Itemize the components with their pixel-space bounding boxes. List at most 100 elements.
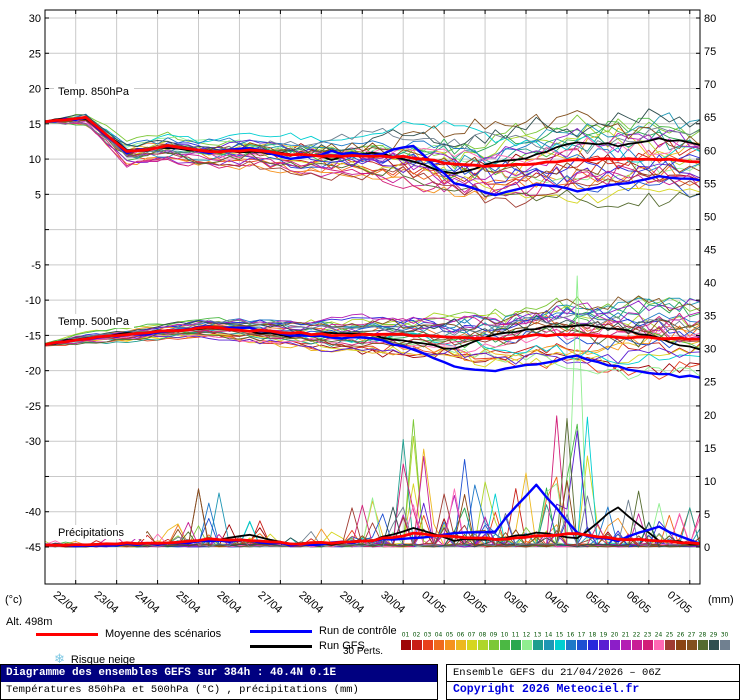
pert-number: 01 bbox=[401, 631, 410, 639]
svg-text:-20: -20 bbox=[25, 366, 41, 378]
panel-labels: Temp. 850hPa Temp. 500hPa Précipitations bbox=[54, 84, 146, 539]
x-axis-date-label: 22/04 bbox=[51, 589, 80, 616]
svg-text:10: 10 bbox=[704, 476, 716, 488]
control-line-sample bbox=[250, 629, 312, 633]
pert-swatch: 26 bbox=[675, 631, 686, 650]
pert-color-square bbox=[631, 640, 642, 650]
svg-text:50: 50 bbox=[704, 211, 716, 223]
snow-risk-label: Risque neige bbox=[70, 654, 136, 666]
x-axis-date-label: 07/05 bbox=[665, 589, 694, 616]
pert-color-square bbox=[444, 640, 455, 650]
svg-text:80: 80 bbox=[704, 13, 716, 25]
pert-number: 08 bbox=[478, 631, 487, 639]
footer: Diagramme des ensembles GEFS sur 384h : … bbox=[0, 664, 740, 700]
snow-risk-row: ❄ Risque neige bbox=[54, 651, 135, 667]
pert-color-square bbox=[697, 640, 708, 650]
pert-color-square bbox=[477, 640, 488, 650]
svg-text:20: 20 bbox=[29, 84, 41, 96]
pert-number: 10 bbox=[500, 631, 509, 639]
pert-number: 02 bbox=[412, 631, 421, 639]
member-line-850 bbox=[44, 108, 701, 155]
pert-color-square bbox=[620, 640, 631, 650]
member-line-500 bbox=[44, 307, 701, 345]
pert-number: 03 bbox=[423, 631, 432, 639]
pert-swatch: 29 bbox=[708, 631, 719, 650]
svg-text:-25: -25 bbox=[25, 401, 41, 413]
mean-line-sample bbox=[36, 632, 98, 636]
pert-color-square bbox=[411, 640, 422, 650]
pert-color-square bbox=[576, 640, 587, 650]
member-line-500 bbox=[44, 314, 701, 345]
pert-color-square bbox=[543, 640, 554, 650]
legend-gfs-label: Run GFS bbox=[319, 640, 365, 652]
pert-number: 17 bbox=[577, 631, 586, 639]
svg-text:30: 30 bbox=[29, 13, 41, 25]
pert-number: 09 bbox=[489, 631, 498, 639]
pert-number: 19 bbox=[599, 631, 608, 639]
pert-swatch: 22 bbox=[631, 631, 642, 650]
pert-swatch: 09 bbox=[488, 631, 499, 650]
member-line-850 bbox=[44, 119, 701, 175]
pert-number: 18 bbox=[588, 631, 597, 639]
pert-swatch: 17 bbox=[576, 631, 587, 650]
pert-swatch: 28 bbox=[697, 631, 708, 650]
pert-number: 22 bbox=[632, 631, 641, 639]
pert-number: 26 bbox=[676, 631, 685, 639]
x-axis-date-label: 30/04 bbox=[378, 589, 407, 616]
legend-mean-label: Moyenne des scénarios bbox=[105, 628, 222, 640]
pert-number: 20 bbox=[610, 631, 619, 639]
member-line-850 bbox=[44, 117, 701, 198]
x-axis-date-label: 26/04 bbox=[215, 589, 244, 616]
pert-swatch: 15 bbox=[554, 631, 565, 650]
pert-number: 06 bbox=[456, 631, 465, 639]
pert-swatch: 06 bbox=[455, 631, 466, 650]
pert-number: 12 bbox=[522, 631, 531, 639]
left-axis-unit: (°c) bbox=[5, 594, 23, 606]
pert-color-square bbox=[510, 640, 521, 650]
member-line-500 bbox=[44, 312, 701, 345]
svg-text:-5: -5 bbox=[31, 260, 41, 272]
copyright: Copyright 2026 Meteociel.fr bbox=[453, 683, 640, 696]
pert-color-square bbox=[719, 640, 730, 650]
svg-text:15: 15 bbox=[29, 119, 41, 131]
legend-mean: Moyenne des scénarios bbox=[36, 628, 221, 640]
svg-text:65: 65 bbox=[704, 112, 716, 124]
pert-color-square bbox=[455, 640, 466, 650]
pert-number: 14 bbox=[544, 631, 553, 639]
x-axis-date-label: 29/04 bbox=[337, 589, 366, 616]
pert-swatch: 01 bbox=[400, 631, 411, 650]
legend-gfs: Run GFS bbox=[250, 640, 365, 652]
svg-text:30: 30 bbox=[704, 344, 716, 356]
pert-color-square bbox=[708, 640, 719, 650]
pert-swatch: 05 bbox=[444, 631, 455, 650]
pert-number: 07 bbox=[467, 631, 476, 639]
x-axis-date-label: 02/05 bbox=[460, 589, 489, 616]
svg-text:15: 15 bbox=[704, 443, 716, 455]
member-line-500 bbox=[44, 333, 701, 358]
pert-color-square bbox=[554, 640, 565, 650]
footer-right-box: Ensemble GEFS du 21/04/2026 – 06Z Copyri… bbox=[446, 664, 740, 700]
svg-text:-30: -30 bbox=[25, 436, 41, 448]
pert-color-square bbox=[598, 640, 609, 650]
pert-color-square bbox=[653, 640, 664, 650]
pert-number: 11 bbox=[511, 631, 520, 639]
svg-text:-15: -15 bbox=[25, 330, 41, 342]
svg-text:25: 25 bbox=[29, 48, 41, 60]
pert-swatch: 23 bbox=[642, 631, 653, 650]
footer-left-box: Diagramme des ensembles GEFS sur 384h : … bbox=[0, 664, 438, 700]
svg-text:5: 5 bbox=[35, 189, 41, 201]
pert-color-square bbox=[609, 640, 620, 650]
pert-color-square bbox=[466, 640, 477, 650]
panel-label: Précipitations bbox=[58, 527, 125, 539]
pert-color-square bbox=[686, 640, 697, 650]
pert-number: 21 bbox=[621, 631, 630, 639]
ensemble-chart: 30 25 20 15 10 5 -5 -10 -15 -20 -25 -30 -40 -45 80 75 70… bbox=[25, 9, 716, 616]
x-axis-date-label: 23/04 bbox=[92, 589, 121, 616]
pert-color-square bbox=[400, 640, 411, 650]
main-series bbox=[44, 115, 701, 548]
svg-text:40: 40 bbox=[704, 278, 716, 290]
panel-label: Temp. 850hPa bbox=[58, 86, 130, 98]
svg-text:5: 5 bbox=[704, 509, 710, 521]
gfs-line-sample bbox=[250, 644, 312, 648]
pert-color-square bbox=[499, 640, 510, 650]
